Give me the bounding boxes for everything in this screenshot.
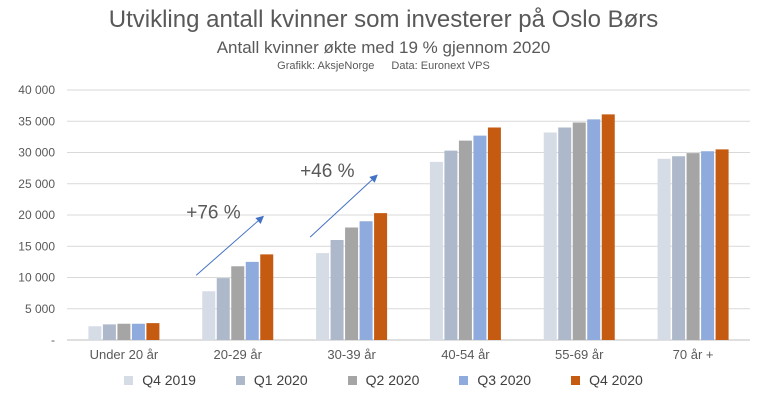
bar xyxy=(330,240,344,340)
bar xyxy=(572,122,586,340)
bar xyxy=(260,254,274,340)
bar xyxy=(345,227,359,340)
legend-label: Q4 2019 xyxy=(142,372,196,388)
bar xyxy=(657,158,671,340)
bar xyxy=(102,324,116,340)
bar xyxy=(672,156,686,340)
x-tick-label: 30-39 år xyxy=(327,347,376,362)
annotations: +76 % +46 % xyxy=(186,161,378,276)
y-tick-label: 10 000 xyxy=(18,271,55,285)
bar xyxy=(316,253,330,340)
bar xyxy=(88,326,102,340)
bar xyxy=(601,114,615,340)
y-tick-label: 25 000 xyxy=(18,177,55,191)
growth-annotation: +46 % xyxy=(300,161,355,182)
x-axis-ticks: Under 20 år 20-29 år 30-39 år 40-54 år 55-69… xyxy=(90,347,714,362)
legend-swatch xyxy=(571,375,581,385)
credit-data: Data: Euronext VPS xyxy=(391,60,490,72)
y-tick-label: 35 000 xyxy=(18,114,55,128)
legend-swatch xyxy=(459,375,469,385)
bar xyxy=(543,132,557,340)
bar xyxy=(202,291,216,340)
bar xyxy=(701,151,715,340)
bar xyxy=(686,153,700,340)
bar xyxy=(487,127,501,340)
legend-swatch xyxy=(347,375,357,385)
legend-label: Q4 2020 xyxy=(589,372,643,388)
legend-item: Q3 2020 xyxy=(459,372,531,388)
bar xyxy=(131,323,145,340)
legend-item: Q1 2020 xyxy=(235,372,308,388)
legend-item: Q4 2020 xyxy=(571,372,643,388)
bar xyxy=(146,323,160,340)
bar xyxy=(231,266,245,340)
bar xyxy=(715,149,729,340)
growth-arrow xyxy=(195,215,265,276)
bar xyxy=(216,278,230,340)
bars xyxy=(88,114,729,340)
bar xyxy=(473,135,487,340)
growth-annotation: +76 % xyxy=(186,202,241,223)
legend: Q4 2019 Q1 2020 Q2 2020 Q3 2020 Q4 2020 xyxy=(0,372,767,388)
bar xyxy=(444,150,458,340)
y-axis-ticks: - 5 000 10 000 15 000 20 000 25 000 30 000 35 0… xyxy=(18,83,55,347)
bar xyxy=(359,221,373,340)
bar xyxy=(117,323,131,340)
y-tick-label: - xyxy=(51,333,55,347)
y-tick-label: 30 000 xyxy=(18,146,55,160)
legend-swatch xyxy=(124,375,134,385)
y-tick-label: 20 000 xyxy=(18,208,55,222)
x-tick-label: 70 år + xyxy=(673,347,714,362)
y-tick-label: 5 000 xyxy=(25,302,55,316)
bar xyxy=(458,140,472,340)
credit-graphics: Grafikk: AksjeNorge xyxy=(277,60,375,72)
x-tick-label: 40-54 år xyxy=(441,347,490,362)
bar xyxy=(245,261,259,340)
legend-item: Q2 2020 xyxy=(347,372,420,388)
x-tick-label: 20-29 år xyxy=(214,347,263,362)
legend-label: Q3 2020 xyxy=(477,372,532,388)
bar xyxy=(558,127,572,340)
legend-swatch xyxy=(235,375,245,385)
chart-credits: Grafikk: AksjeNorge Data: Euronext VPS xyxy=(0,60,767,72)
legend-label: Q2 2020 xyxy=(365,372,420,388)
chart-subtitle: Antall kvinner økte med 19 % gjennom 202… xyxy=(216,38,551,57)
y-tick-label: 15 000 xyxy=(18,239,55,253)
x-tick-label: 55-69 år xyxy=(555,347,604,362)
chart-title: Utvikling antall kvinner som investerer … xyxy=(108,6,659,33)
bar xyxy=(429,161,443,340)
bar xyxy=(587,119,601,340)
gridlines xyxy=(67,89,750,341)
legend-label: Q1 2020 xyxy=(253,372,308,388)
x-tick-label: Under 20 år xyxy=(90,347,159,362)
y-tick-label: 40 000 xyxy=(18,83,55,97)
growth-arrow xyxy=(309,174,378,238)
bar xyxy=(374,213,388,340)
legend-item: Q4 2019 xyxy=(124,372,196,388)
